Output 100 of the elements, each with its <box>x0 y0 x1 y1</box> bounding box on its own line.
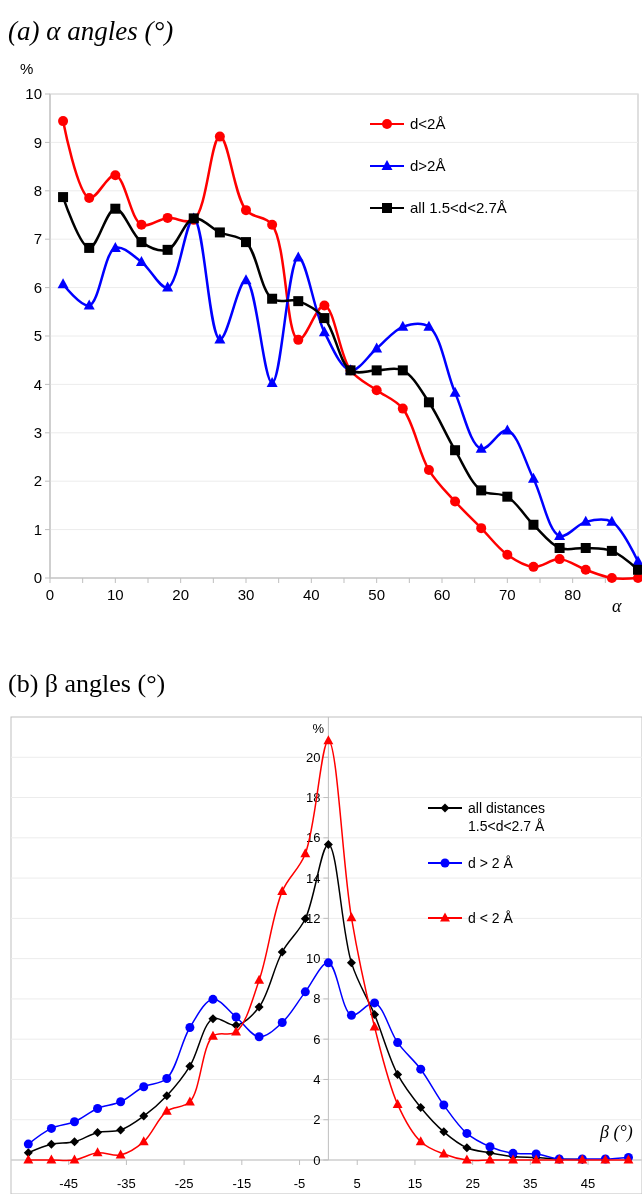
y-tick-label: 0 <box>313 1152 321 1168</box>
point <box>241 237 251 248</box>
point <box>162 1073 172 1083</box>
x-tick-label: -5 <box>293 1176 306 1191</box>
y-axis-title: % <box>20 60 34 77</box>
x-tick-label: -25 <box>174 1176 194 1191</box>
point <box>254 1002 264 1012</box>
x-tick-label: 60 <box>433 586 451 603</box>
point <box>208 994 218 1004</box>
point <box>554 529 566 540</box>
point <box>241 205 251 216</box>
point <box>397 320 409 331</box>
point <box>161 1105 172 1115</box>
point <box>109 241 121 252</box>
point <box>371 342 383 353</box>
point <box>231 1026 242 1036</box>
point <box>580 564 591 575</box>
point <box>462 1143 472 1153</box>
point <box>93 1127 103 1137</box>
legend-label: d>2Å <box>410 157 446 175</box>
y-tick-label: 20 <box>305 749 321 765</box>
legend-label: d<2Å <box>410 115 446 133</box>
point <box>397 403 408 414</box>
point <box>58 192 69 203</box>
point <box>92 1147 103 1157</box>
point <box>58 116 69 127</box>
x-tick-label: -15 <box>232 1176 252 1191</box>
point <box>450 445 461 456</box>
point <box>476 523 487 534</box>
point <box>318 326 330 337</box>
legend-label: d < 2 Å <box>468 909 514 926</box>
point <box>69 1154 80 1164</box>
point <box>139 1111 149 1121</box>
point <box>439 1100 449 1110</box>
point <box>323 958 333 968</box>
point <box>185 1023 195 1032</box>
x-axis-title: β (°) <box>599 1122 633 1143</box>
point <box>69 1137 79 1147</box>
point <box>136 219 147 230</box>
point <box>393 1038 403 1048</box>
point <box>254 1032 264 1042</box>
point <box>277 947 287 957</box>
point <box>423 465 434 476</box>
point <box>57 278 69 289</box>
point <box>214 131 225 142</box>
y-tick-label: 6 <box>313 1031 321 1047</box>
point <box>319 313 330 324</box>
y-tick-label: 3 <box>33 424 42 442</box>
point <box>23 1154 34 1164</box>
point <box>392 1099 403 1109</box>
point <box>415 1136 426 1146</box>
point <box>476 485 487 496</box>
point <box>416 1102 426 1112</box>
chart-title: (b) β angles (°) <box>8 669 166 698</box>
point <box>462 1128 472 1138</box>
point <box>46 1154 57 1164</box>
point <box>135 255 147 266</box>
point <box>423 320 435 331</box>
point <box>416 1064 426 1074</box>
y-tick-label: 1 <box>33 520 42 538</box>
x-tick-label: 40 <box>302 586 320 603</box>
point <box>277 885 288 895</box>
point <box>254 974 265 984</box>
y-tick-label: 2 <box>33 472 42 490</box>
point <box>606 515 618 526</box>
x-tick-label: 0 <box>45 586 55 603</box>
point <box>502 549 513 560</box>
point <box>292 251 304 262</box>
point <box>633 564 642 575</box>
y-tick-label: 10 <box>305 951 321 967</box>
y-tick-label: 4 <box>313 1072 321 1087</box>
chart-title: (a) α angles (°) <box>8 16 174 46</box>
point <box>527 472 539 483</box>
point <box>240 274 252 285</box>
x-tick-label: 10 <box>106 586 124 603</box>
y-tick-label: 2 <box>313 1112 321 1128</box>
point <box>323 839 333 849</box>
y-tick-label: 7 <box>33 230 42 248</box>
x-tick-label: -35 <box>117 1176 136 1191</box>
point <box>554 542 565 553</box>
x-tick-label: -45 <box>59 1176 79 1191</box>
legend-label: all 1.5<d<2.7Å <box>410 199 507 217</box>
point <box>208 1030 218 1040</box>
y-tick-label: 6 <box>33 278 42 296</box>
point <box>300 848 311 858</box>
point <box>46 1139 56 1149</box>
point <box>46 1123 56 1133</box>
x-tick-label: 80 <box>564 586 582 603</box>
point <box>323 735 334 745</box>
point <box>23 1148 33 1158</box>
point <box>319 300 330 311</box>
point <box>449 386 461 397</box>
point <box>162 244 173 255</box>
y-tick-label: 4 <box>33 375 42 393</box>
point <box>116 1125 126 1135</box>
point <box>231 1020 241 1030</box>
point <box>554 554 565 565</box>
point <box>438 1148 449 1158</box>
x-axis-title: α <box>612 596 622 616</box>
point <box>214 333 226 344</box>
